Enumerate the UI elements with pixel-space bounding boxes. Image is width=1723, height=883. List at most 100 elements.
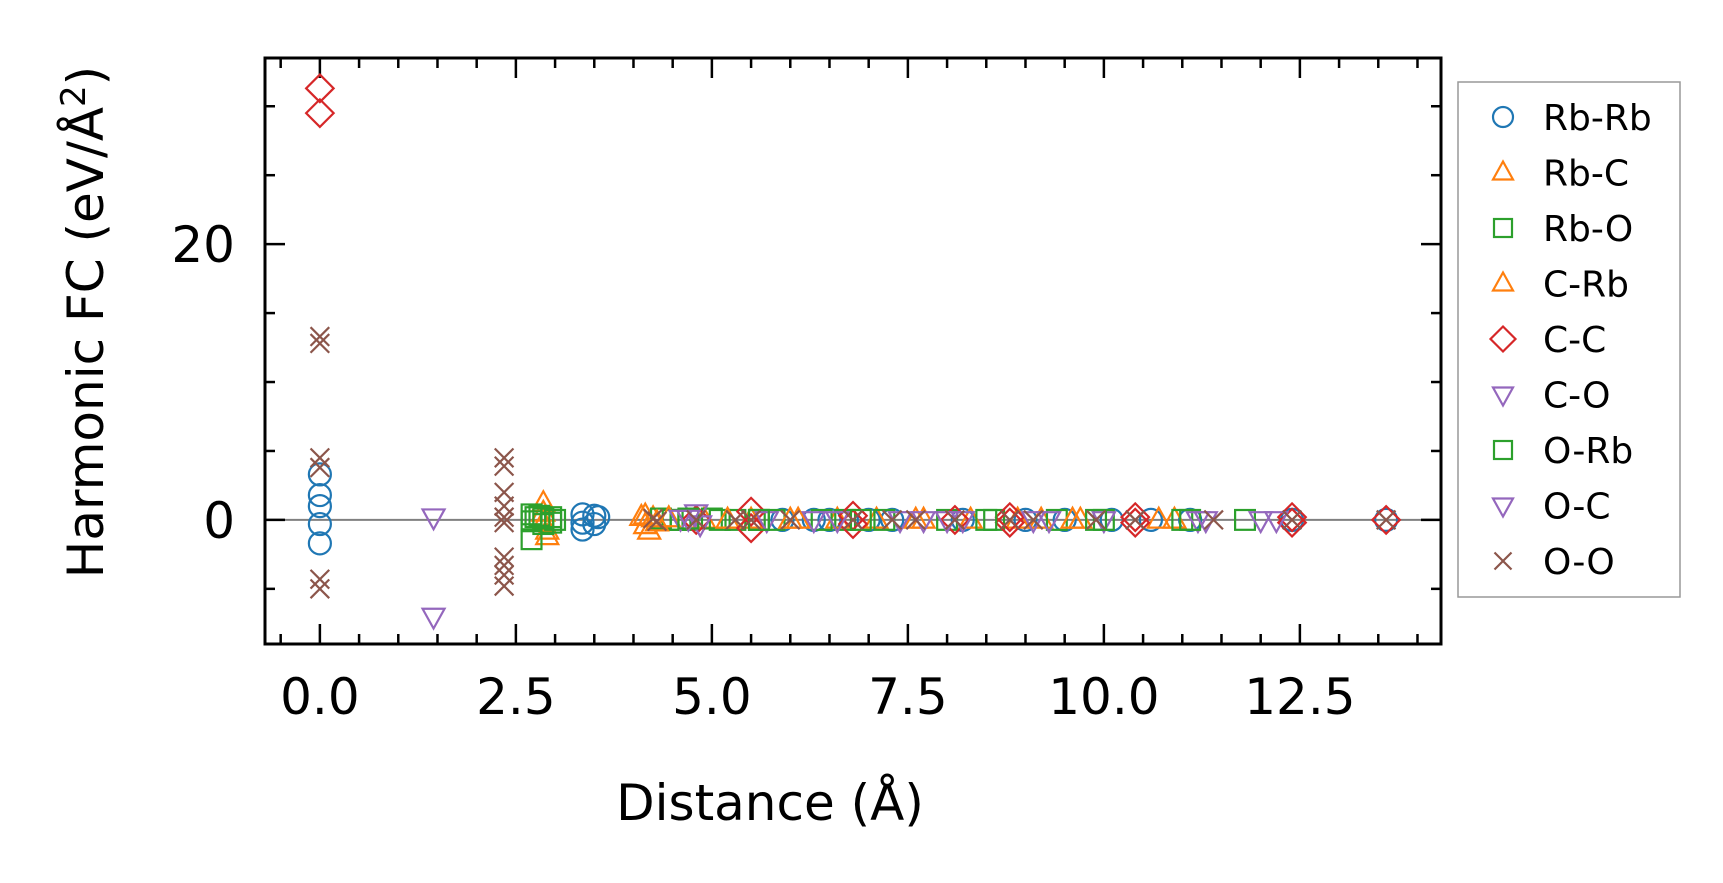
data-point-c-c — [1119, 507, 1151, 538]
data-point-c-o — [420, 607, 447, 631]
data-point-rb-rb — [307, 482, 332, 508]
data-point-o-o — [1281, 509, 1303, 531]
data-point-rb-rb — [1138, 507, 1164, 533]
data-point-o-o — [944, 509, 966, 531]
data-point-c-c — [994, 501, 1026, 533]
data-point-rb-rb — [307, 494, 332, 519]
plot-area-border — [263, 56, 1443, 646]
legend-item-rb-c: Rb-C — [1491, 154, 1629, 195]
data-point-o-o — [725, 509, 746, 531]
data-point-c-c — [735, 512, 767, 544]
data-point-c-c — [939, 504, 971, 536]
data-points — [304, 73, 1402, 631]
data-point-c-o — [753, 511, 780, 535]
data-point-rb-o — [528, 504, 551, 527]
legend-marker-rb-rb — [1491, 105, 1515, 129]
data-point-c-rb — [1145, 505, 1172, 529]
data-point-c-c — [1119, 501, 1151, 533]
legend-marker-c-c — [1488, 324, 1518, 354]
data-point-o-o — [309, 333, 331, 354]
data-point-c-c — [994, 507, 1026, 538]
legend: Rb-Rb Rb-C Rb-O C-Rb C-C C-O O-Rb O-C O-O — [1457, 81, 1681, 598]
legend-item-o-rb: O-Rb — [1492, 431, 1633, 472]
data-point-o-o — [905, 509, 926, 531]
y-axis-title-superscript: 2 — [54, 85, 94, 107]
data-point-c-c — [304, 97, 336, 129]
data-point-o-rb — [532, 513, 555, 536]
legend-item-rb-o: Rb-O — [1492, 209, 1633, 250]
data-point-rb-rb — [570, 510, 595, 535]
axes-frame — [263, 56, 1443, 646]
legend-box — [1457, 81, 1681, 598]
legend-item-c-rb: C-Rb — [1491, 265, 1629, 306]
series-c-o — [420, 504, 1290, 631]
data-point-o-o — [493, 447, 515, 468]
x-tick-label: 2.5 — [476, 668, 556, 726]
legend-label-c-c: C-C — [1543, 320, 1606, 361]
data-point-o-o — [493, 512, 515, 533]
data-point-c-o — [420, 508, 447, 532]
data-point-c-c — [304, 73, 336, 104]
data-point-o-o — [686, 509, 707, 531]
data-point-c-rb — [628, 502, 655, 526]
data-point-o-c — [1036, 511, 1062, 535]
data-point-o-o — [1125, 509, 1146, 531]
x-tick-label: 12.5 — [1244, 668, 1355, 726]
legend-marker-o-rb — [1492, 439, 1514, 461]
data-point-o-o — [493, 547, 515, 568]
data-point-rb-rb — [1374, 507, 1399, 533]
data-point-o-c — [1247, 511, 1274, 535]
data-point-o-rb — [524, 506, 547, 529]
x-tick-label: 0.0 — [280, 668, 360, 726]
x-tick-label: 7.5 — [868, 668, 948, 726]
legend-label-o-o: O-O — [1543, 542, 1615, 583]
data-point-c-o — [1020, 511, 1047, 535]
legend-marker-c-rb — [1491, 270, 1515, 292]
data-point-rb-rb — [307, 511, 332, 537]
y-tick-label: 0 — [203, 492, 235, 550]
legend-label-c-rb: C-Rb — [1543, 265, 1629, 306]
legend-label-rb-c: Rb-C — [1543, 154, 1629, 195]
data-point-rb-rb — [582, 511, 607, 537]
data-point-o-o — [780, 509, 801, 531]
data-point-o-o — [493, 456, 515, 477]
y-axis-title: Harmonic FC (eV/Å2) — [54, 66, 115, 578]
legend-label-rb-o: Rb-O — [1543, 209, 1633, 250]
data-point-c-rb — [777, 505, 804, 529]
legend-label-rb-rb: Rb-Rb — [1543, 98, 1652, 139]
y-tick-label: 20 — [171, 216, 235, 274]
legend-label-c-o: C-O — [1543, 376, 1610, 417]
data-point-rb-rb — [1013, 507, 1038, 533]
data-point-o-o — [740, 509, 762, 531]
data-point-rb-o — [520, 528, 543, 551]
data-point-o-o — [1203, 509, 1224, 531]
data-point-rb-rb — [307, 531, 332, 556]
data-point-c-c — [1370, 504, 1402, 536]
legend-marker-rb-o — [1492, 217, 1514, 239]
legend-label-o-c: O-C — [1543, 487, 1610, 528]
data-point-o-o — [309, 326, 331, 347]
data-point-o-o — [309, 457, 331, 478]
data-point-o-rb — [1085, 508, 1108, 531]
data-point-o-o — [493, 575, 515, 597]
data-point-o-o — [1023, 509, 1044, 531]
y-axis-title-close: ) — [57, 66, 115, 86]
data-point-c-c — [735, 496, 767, 527]
legend-marker-rb-c — [1491, 159, 1515, 181]
axis-ticks — [265, 58, 1441, 644]
legend-item-c-c: C-C — [1488, 320, 1606, 361]
legend-marker-o-c — [1491, 497, 1515, 519]
data-point-c-o — [824, 511, 851, 535]
legend-item-rb-rb: Rb-Rb — [1491, 98, 1652, 139]
data-point-c-o — [1263, 511, 1290, 535]
data-point-c-rb — [1059, 505, 1086, 529]
data-point-o-rb — [747, 508, 770, 531]
data-point-o-o — [842, 509, 864, 531]
series-c-c — [304, 73, 1402, 544]
data-point-o-o — [1375, 509, 1397, 531]
data-point-o-o — [309, 569, 331, 590]
data-point-o-rb — [849, 508, 872, 531]
data-point-o-o — [882, 509, 903, 531]
legend-marker-o-o — [1493, 551, 1513, 571]
